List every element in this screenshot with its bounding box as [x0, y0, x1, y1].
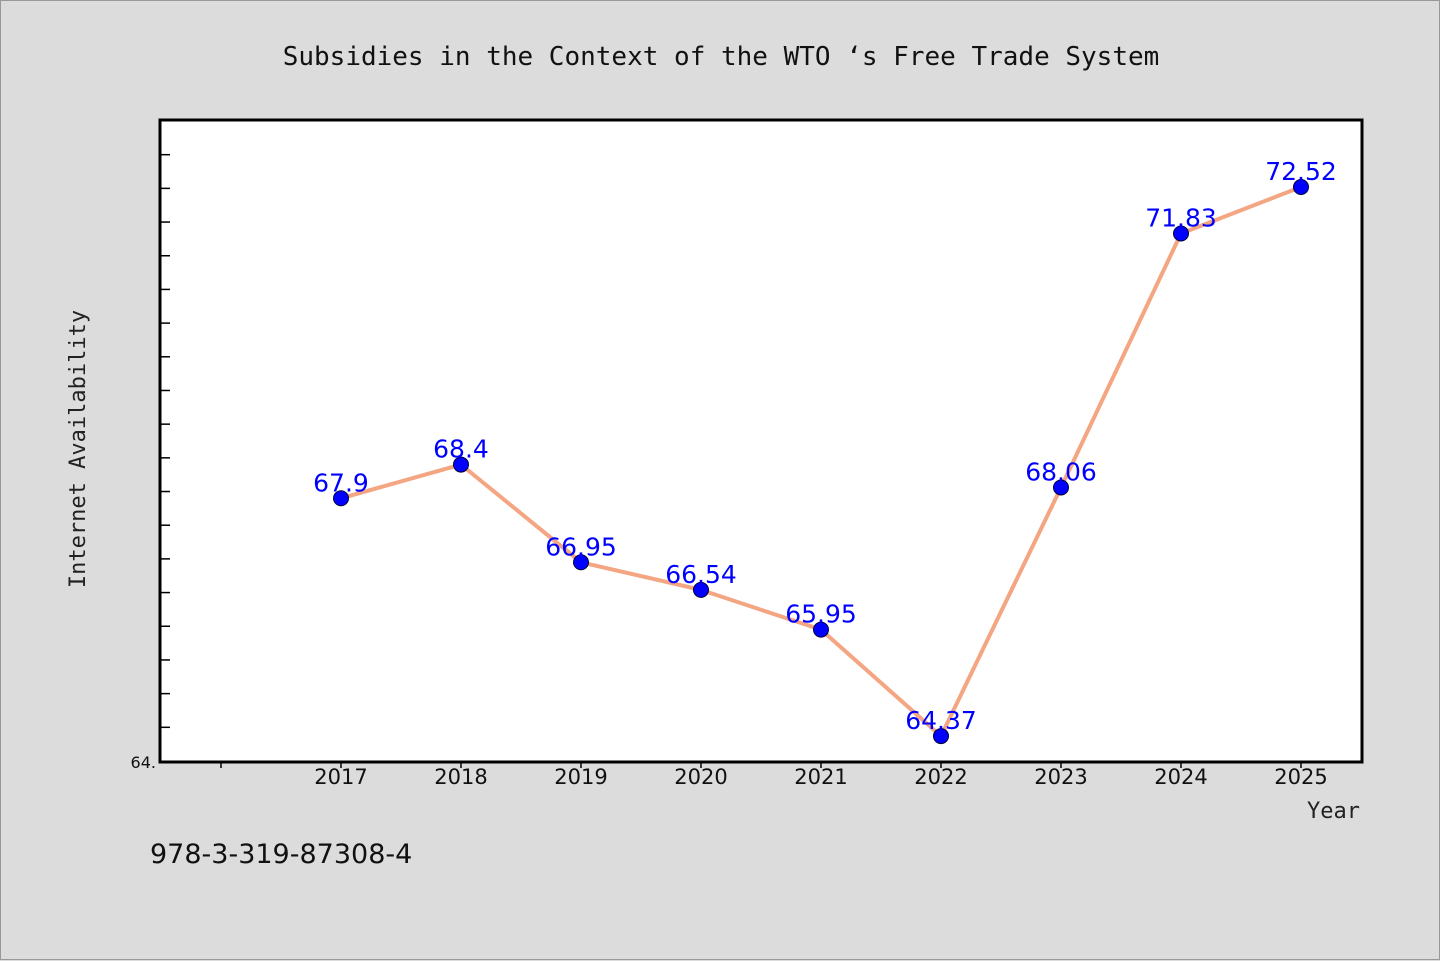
data-label: 64.37 — [905, 706, 977, 735]
data-point — [693, 581, 709, 598]
data-point — [573, 554, 589, 571]
data-label: 72.52 — [1265, 157, 1337, 186]
data-point — [933, 728, 949, 745]
data-label: 71.83 — [1145, 204, 1217, 233]
data-label: 65.95 — [785, 600, 857, 629]
data-label: 67.9 — [313, 468, 369, 497]
x-tick-label: 2017 — [314, 765, 367, 789]
isbn-footer: 978-3-319-87308-4 — [150, 839, 412, 870]
x-axis-tick-labels: 2017 2018 2019 2020 2021 2022 2023 2024 2025 — [314, 765, 1327, 789]
x-tick-label: 2023 — [1034, 765, 1087, 789]
x-tick-label: 2022 — [914, 765, 967, 789]
x-tick-label: 2018 — [434, 765, 487, 789]
data-point — [1173, 225, 1189, 242]
y-axis-ticks — [161, 153, 170, 729]
data-label: 68.4 — [433, 435, 489, 464]
data-series — [333, 179, 1309, 745]
data-point — [453, 456, 469, 473]
x-tick-label: 2025 — [1274, 765, 1327, 789]
x-tick-label: 2019 — [554, 765, 607, 789]
data-label: 66.54 — [665, 560, 737, 589]
chart-title: Subsidies in the Context of the WTO ‘s F… — [283, 42, 1160, 72]
x-tick-label: 2024 — [1154, 765, 1207, 789]
data-point — [333, 490, 349, 507]
data-point — [1053, 479, 1069, 496]
x-axis-label: Year — [1307, 799, 1360, 824]
data-point — [1293, 179, 1309, 196]
data-labels: 67.9 68.4 66.95 66.54 65.95 64.37 68.06 71.83 72… — [313, 157, 1337, 735]
x-tick-label: 2021 — [794, 765, 847, 789]
data-point — [813, 621, 829, 638]
data-label: 66.95 — [545, 532, 617, 561]
plot-area — [158, 118, 1364, 764]
x-axis-ticks — [220, 761, 1302, 768]
data-label: 68.06 — [1025, 457, 1097, 486]
x-tick-label: 2020 — [674, 765, 727, 789]
y-axis-min-label: 64. — [131, 753, 156, 772]
y-axis-label: Internet Availability — [66, 310, 91, 588]
